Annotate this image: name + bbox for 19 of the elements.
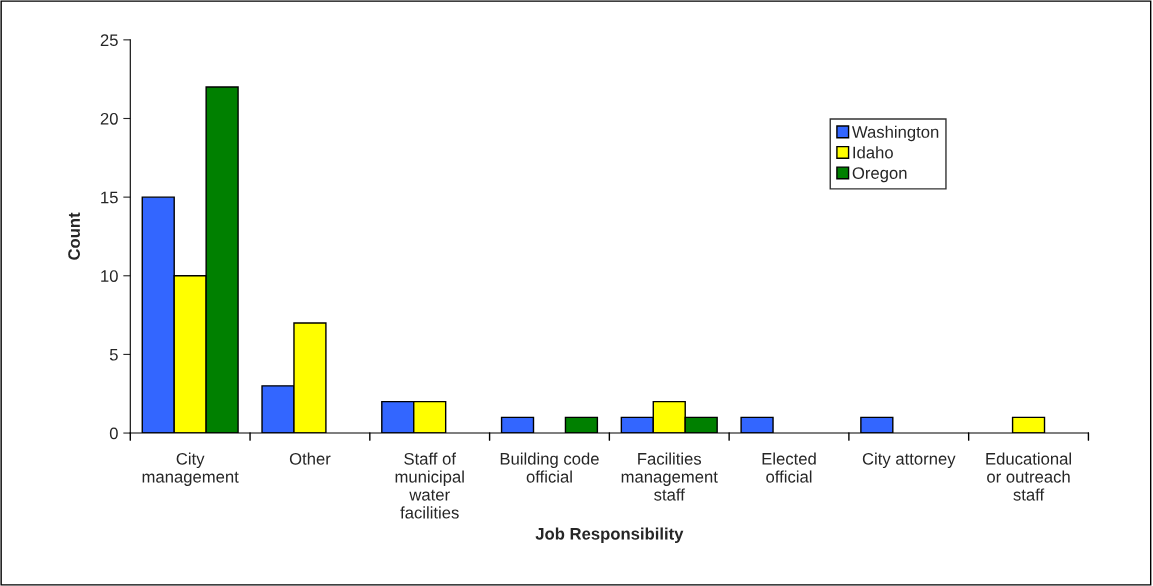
x-tick-label: Elected official xyxy=(762,452,816,483)
y-tick-label: 10 xyxy=(101,270,118,282)
x-tick-label: Other xyxy=(289,452,331,465)
y-axis-title: Count xyxy=(68,212,80,260)
x-tick-label: Staff of municipal water facilities xyxy=(395,452,464,519)
legend-label: Washington xyxy=(851,125,939,142)
x-axis-title: Job Responsibility xyxy=(535,527,684,543)
y-tick-label: 25 xyxy=(100,34,118,47)
legend-label: Idaho xyxy=(853,146,893,159)
y-tick-label: 20 xyxy=(100,112,118,125)
x-tick-label: Educational or outreach staff xyxy=(986,452,1071,501)
x-tick-label: City attorney xyxy=(862,452,956,469)
x-tick-label: Building code official xyxy=(500,452,599,483)
y-tick-label: 0 xyxy=(109,427,118,440)
x-tick-label: Facilities management staff xyxy=(621,452,718,501)
legend-label: Oregon xyxy=(852,167,907,183)
x-tick-label: City management xyxy=(142,452,239,486)
y-tick-label: 15 xyxy=(101,191,118,204)
y-tick-label: 5 xyxy=(109,348,118,361)
